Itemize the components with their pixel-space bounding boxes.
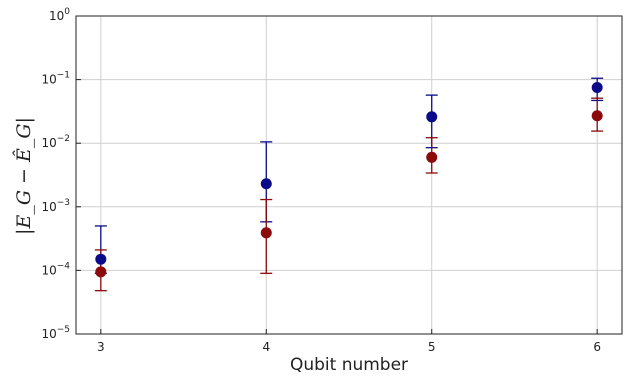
data-point xyxy=(95,266,107,278)
series-2 xyxy=(94,97,604,292)
data-point xyxy=(426,111,438,123)
x-ticks: 3 4 5 6 xyxy=(97,329,601,354)
y-tick-label: 10−4 xyxy=(41,261,70,277)
grid xyxy=(76,16,622,334)
y-axis-label: |E_G − Ê_G| xyxy=(12,117,35,235)
data-point xyxy=(95,253,107,265)
x-axis-label: Qubit number xyxy=(290,355,408,375)
x-tick-label: 3 xyxy=(97,340,105,354)
y-ticks: 10−5 10−4 10−3 10−2 10−1 100 xyxy=(41,7,81,341)
series-1-points xyxy=(95,82,603,265)
data-point xyxy=(591,82,603,94)
x-tick-label: 5 xyxy=(428,340,436,354)
data-point xyxy=(591,110,603,122)
data-point xyxy=(426,151,438,163)
y-tick-label: 10−5 xyxy=(41,325,70,341)
series-2-points xyxy=(95,110,603,278)
y-tick-label: 10−2 xyxy=(41,134,70,150)
plot-area xyxy=(94,77,604,292)
axes-frame xyxy=(75,15,623,335)
series-1 xyxy=(94,77,604,274)
x-tick-label: 6 xyxy=(593,340,601,354)
y-tick-label: 10−1 xyxy=(41,71,70,87)
data-point xyxy=(260,178,272,190)
y-tick-label: 100 xyxy=(49,7,70,23)
x-tick-label: 4 xyxy=(262,340,270,354)
y-tick-label: 10−3 xyxy=(41,198,70,214)
data-point xyxy=(260,227,272,239)
